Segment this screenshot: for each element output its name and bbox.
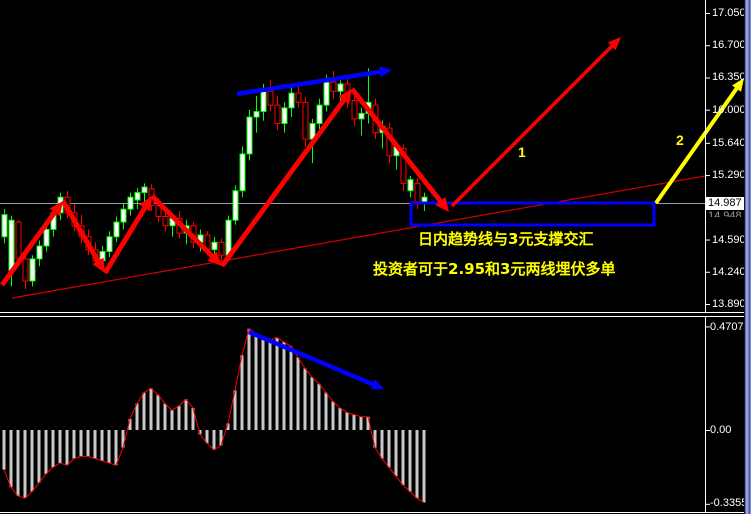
annotation-text-advice[interactable]: 投资者可于2.95和3元两线埋伏多单 — [373, 260, 616, 278]
indicator-tick-label: 0.00 — [710, 424, 732, 436]
price-tick-label: 16.000 — [712, 103, 746, 116]
price-tick-label: 15.640 — [712, 136, 746, 149]
price-tick-label: 13.890 — [712, 297, 746, 310]
projection-arrow-wave1[interactable] — [450, 37, 621, 208]
price-tick-label: 16.700 — [712, 39, 746, 52]
partial-price-tag: 14.948 — [708, 211, 742, 217]
projection-arrow-wave2[interactable] — [654, 78, 744, 205]
axis-tick-marks — [705, 13, 710, 505]
indicator-histogram — [2, 328, 426, 503]
indicator-tick-label: 0.4707 — [710, 321, 744, 334]
zigzag-wave-arrows[interactable] — [0, 87, 449, 287]
indicator-tick-label: -0.3355 — [710, 496, 748, 509]
annotation-text-support[interactable]: 日内趋势线与3元支撑交汇 — [418, 230, 594, 248]
wave-2-label[interactable]: 2 — [676, 132, 684, 148]
price-tick-label: 17.050 — [712, 7, 746, 19]
ascending-trendline[interactable] — [11, 175, 706, 299]
price-tick-label: 16.350 — [712, 71, 746, 84]
current-price-tag: 14.987 — [706, 197, 748, 210]
vertical-scrollbar[interactable] — [744, 0, 751, 514]
indicator-signal-line — [3, 328, 425, 504]
price-tick-label: 15.290 — [712, 169, 746, 182]
upper-trend-arrow[interactable] — [236, 66, 392, 97]
price-tick-label: 14.240 — [712, 265, 746, 278]
wave-1-label[interactable]: 1 — [518, 144, 526, 160]
price-tick-label: 14.590 — [712, 233, 746, 246]
momentum-decline-arrow[interactable] — [248, 329, 384, 390]
support-zone-rectangle[interactable] — [409, 201, 656, 227]
